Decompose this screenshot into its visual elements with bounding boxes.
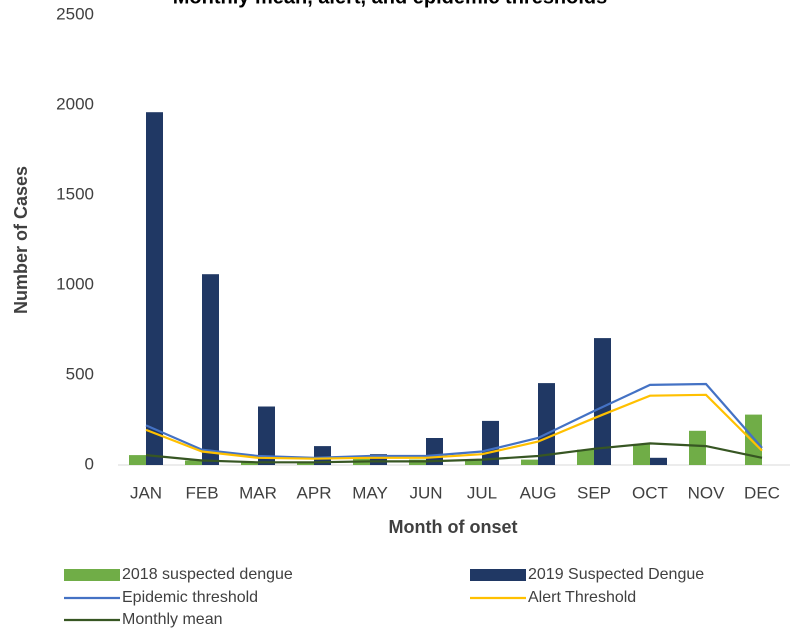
legend-label: Alert Threshold xyxy=(528,589,636,606)
x-tick-label: SEP xyxy=(577,483,611,502)
bar xyxy=(577,449,594,465)
bar xyxy=(185,460,202,465)
bar xyxy=(202,274,219,465)
bar xyxy=(650,457,667,465)
x-tick-label: NOV xyxy=(688,483,726,502)
x-tick-label: JUL xyxy=(467,483,497,502)
y-axis-title: Number of Cases xyxy=(11,166,31,314)
y-tick-label: 500 xyxy=(66,364,94,383)
bar xyxy=(538,383,555,465)
x-tick-label: DEC xyxy=(744,483,780,502)
x-tick-label: OCT xyxy=(632,483,668,502)
bar xyxy=(258,406,275,465)
legend-swatch xyxy=(64,569,120,581)
bar xyxy=(297,462,314,465)
legend-label: 2018 suspected dengue xyxy=(122,566,293,583)
x-tick-label: JAN xyxy=(130,483,162,502)
x-tick-label: MAY xyxy=(352,483,388,502)
legend-label: 2019 Suspected Dengue xyxy=(528,566,704,583)
legend-label: Epidemic threshold xyxy=(122,589,258,606)
legend-swatch xyxy=(470,569,526,581)
bar xyxy=(370,454,387,465)
x-tick-label: APR xyxy=(297,483,332,502)
y-tick-label: 2000 xyxy=(56,94,94,113)
x-tick-label: JUN xyxy=(409,483,442,502)
x-tick-label: MAR xyxy=(239,483,277,502)
line xyxy=(145,382,763,459)
y-tick-label: 1000 xyxy=(56,274,94,293)
y-tick-label: 1500 xyxy=(56,184,94,203)
y-tick-label: 2500 xyxy=(56,4,94,23)
legend-label: Monthly mean xyxy=(122,611,223,628)
y-tick-label: 0 xyxy=(85,454,94,473)
x-axis-title: Month of onset xyxy=(389,517,518,537)
x-tick-label: FEB xyxy=(185,483,218,502)
bar xyxy=(521,459,538,465)
bar xyxy=(314,446,331,465)
line xyxy=(145,393,763,460)
chart-title: Monthly mean, alert, and epidemic thresh… xyxy=(173,0,608,8)
bar xyxy=(146,112,163,465)
bar xyxy=(689,430,706,465)
bar xyxy=(594,338,611,465)
bar xyxy=(241,462,258,465)
line xyxy=(145,442,763,464)
x-tick-label: AUG xyxy=(520,483,557,502)
bar xyxy=(129,455,146,465)
bar xyxy=(465,459,482,465)
bar xyxy=(633,444,650,465)
